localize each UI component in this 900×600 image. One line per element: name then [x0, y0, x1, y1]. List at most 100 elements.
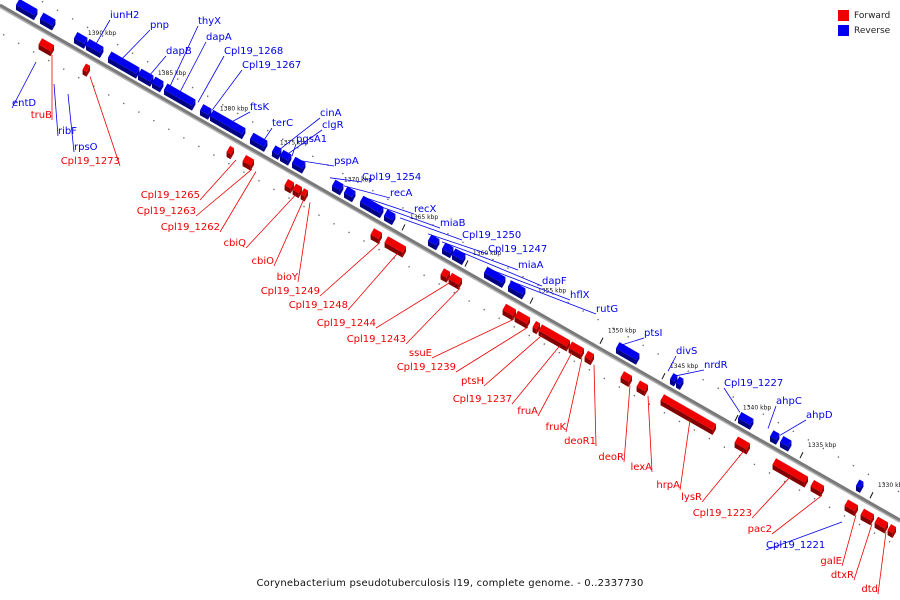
reverse-gene	[199, 104, 212, 115]
reverse-gene-side	[271, 151, 278, 160]
reverse-gene-side	[441, 248, 450, 259]
tick-label: 1355 kbp	[538, 287, 566, 294]
forward-gene-end	[290, 182, 295, 194]
gene-label: ahpC	[776, 396, 802, 407]
forward-gene-side	[440, 274, 447, 283]
forward-gene-side	[514, 316, 527, 329]
reverse-gene	[15, 0, 38, 16]
gene-label: Cpl19_1254	[362, 172, 421, 183]
reverse-gene-end	[521, 288, 526, 300]
tick-mark	[401, 224, 406, 231]
label-line	[297, 202, 311, 283]
reverse-gene	[779, 436, 792, 447]
forward-gene	[620, 371, 633, 382]
reverse-gene-end	[149, 75, 154, 87]
tick-label: 1370 kbp	[344, 176, 372, 183]
gene-label: lysR	[681, 492, 702, 503]
reverse-gene-side	[199, 110, 208, 120]
forward-gene-side	[772, 464, 805, 488]
forward-gene	[860, 508, 875, 521]
legend: Forward Reverse	[838, 8, 890, 38]
gene-label: lexA	[630, 462, 652, 473]
tick-label: 1340 kbp	[743, 405, 771, 412]
forward-gene-end	[526, 317, 531, 329]
label-line	[319, 242, 381, 297]
reverse-gene-end	[859, 481, 864, 493]
reverse-gene-end	[301, 162, 306, 174]
label-line	[199, 159, 237, 201]
label-line	[667, 355, 677, 372]
forward-gene	[300, 188, 309, 197]
label-line	[211, 69, 243, 111]
forward-gene-side	[810, 486, 821, 497]
reverse-gene	[359, 195, 384, 214]
forward-gene	[502, 303, 517, 316]
tick-label: 1345 kbp	[670, 363, 698, 370]
reverse-gene-side	[39, 18, 52, 31]
label-line	[53, 83, 59, 137]
gene-label: Cpl19_1244	[317, 318, 376, 329]
reverse-gene-side	[73, 38, 84, 49]
reverse-gene	[163, 83, 196, 106]
label-line	[245, 194, 297, 249]
legend-forward: Forward	[838, 8, 890, 23]
label-line	[195, 168, 253, 217]
forward-gene	[568, 341, 585, 355]
label-line	[489, 269, 571, 301]
reverse-gene-side	[359, 201, 380, 219]
label-line	[121, 29, 151, 60]
reverse-gene	[271, 145, 282, 155]
gene-label: Cpl19_1247	[488, 244, 547, 255]
forward-gene	[538, 324, 571, 347]
reverse-gene	[331, 179, 344, 191]
forward-gene	[448, 272, 463, 285]
reverse-gene-side	[279, 155, 288, 166]
label-line	[455, 326, 529, 373]
label-line	[431, 318, 515, 359]
reverse-gene-side	[249, 138, 264, 152]
reverse-gene-side	[779, 442, 788, 452]
tick-mark	[599, 337, 604, 344]
forward-gene-end	[230, 148, 235, 160]
reverse-gene-end	[787, 440, 792, 452]
gene-label: cbiQ	[224, 238, 247, 249]
label-line	[675, 369, 705, 377]
gene-label: bioY	[277, 272, 299, 283]
forward-gene	[772, 458, 809, 483]
label-line	[853, 523, 873, 581]
label-line	[537, 352, 573, 417]
forward-gene	[284, 179, 295, 189]
forward-gene-side	[38, 44, 51, 57]
genome-axis	[0, 3, 900, 522]
forward-gene-end	[590, 354, 595, 366]
tick-mark	[661, 372, 666, 380]
gene-label: Cpl19_1248	[289, 300, 348, 311]
forward-gene	[532, 320, 541, 330]
gene-label: Cpl19_1227	[724, 378, 783, 389]
label-line	[751, 476, 791, 519]
gene-label: divS	[676, 346, 697, 357]
forward-gene-side	[82, 69, 87, 77]
gene-label: cbiO	[252, 256, 275, 267]
forward-gene-end	[298, 187, 303, 199]
reverse-gene	[151, 76, 164, 88]
label-line	[11, 61, 37, 109]
tick-label: 1375 kbp	[280, 140, 308, 147]
reverse-gene-side	[483, 272, 502, 289]
reverse-gene	[675, 376, 684, 385]
reverse-gene-side	[15, 4, 34, 21]
label-line	[427, 233, 489, 255]
tick-label: 1365 kbp	[410, 214, 438, 221]
label-line	[169, 25, 199, 87]
legend-forward-swatch	[838, 10, 849, 21]
gene-label: ftsK	[250, 102, 269, 113]
reverse-gene-side	[343, 192, 352, 203]
gene-label: Cpl19_1263	[137, 206, 196, 217]
gene-label: ptsI	[644, 328, 662, 339]
gene-label: pspA	[334, 156, 359, 167]
reverse-gene-end	[679, 378, 684, 390]
label-line	[399, 217, 463, 241]
gene-label: miaA	[518, 260, 544, 271]
forward-gene-side	[887, 530, 893, 539]
reverse-gene-end	[159, 81, 164, 93]
